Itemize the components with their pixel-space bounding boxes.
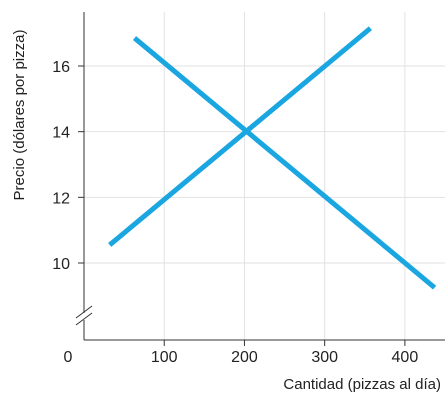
y-tick-label-14: 14: [52, 125, 70, 142]
y-tick-label-16: 16: [52, 59, 70, 76]
axis-break-mark-1: [75, 305, 93, 319]
x-tick-label-0: 0: [64, 349, 73, 366]
x-tick-label-100: 100: [151, 349, 178, 366]
x-tick-label-200: 200: [231, 349, 258, 366]
series-line-2: [132, 36, 437, 290]
x-axis-title: Cantidad (pizzas al día): [283, 376, 441, 393]
y-tick-label-12: 12: [52, 190, 70, 207]
series-line-1: [108, 26, 372, 247]
y-axis-title: Precio (dólares por pizza): [11, 30, 28, 201]
tick-labels: 10 12 14 16 0 100 200 300 400: [52, 59, 418, 366]
x-tick-label-300: 300: [311, 349, 338, 366]
series-lines: [108, 26, 437, 290]
y-tick-label-10: 10: [52, 256, 70, 273]
grid: [84, 12, 445, 340]
axis-break-mark-2: [75, 312, 93, 326]
x-tick-label-400: 400: [392, 349, 419, 366]
axes: [75, 12, 445, 346]
